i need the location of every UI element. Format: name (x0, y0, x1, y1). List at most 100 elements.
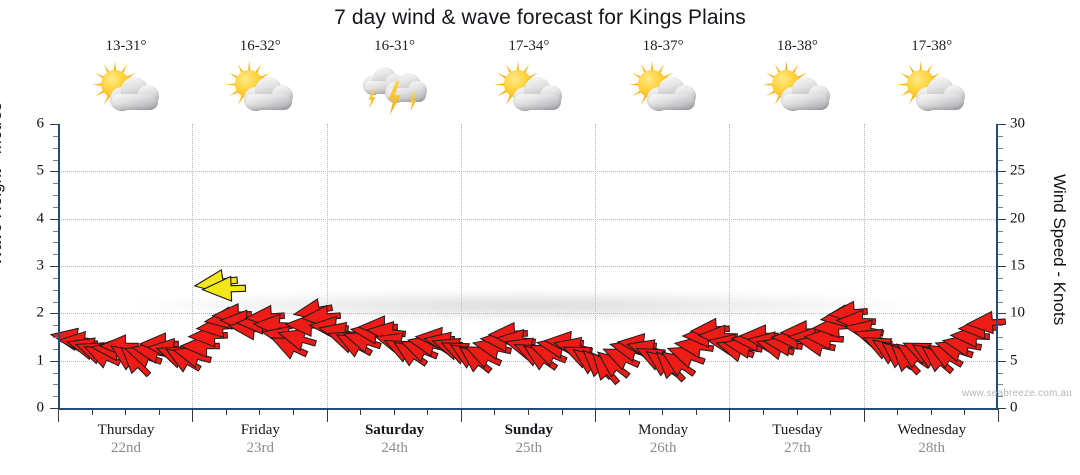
partly-cloudy-icon (493, 59, 565, 117)
lightning-bolt-icon (409, 92, 417, 111)
day-footer-saturday: Saturday 24th (327, 422, 463, 457)
vertical-gridline (326, 124, 328, 408)
lightning-bolt-icon (368, 89, 376, 108)
right-axis-tick-label: 0 (1010, 399, 1018, 416)
axis-tick (53, 195, 58, 196)
temperature-range: 17-38° (911, 38, 953, 54)
right-axis-title: Wind Speed - Knots (1050, 174, 1069, 326)
axis-tick (998, 124, 1006, 125)
left-axis-line (58, 124, 60, 410)
axis-tick (998, 348, 1003, 350)
axis-tick (50, 124, 58, 125)
axis-tick (628, 408, 630, 415)
axis-tick (53, 159, 58, 161)
vertical-gridline (460, 124, 462, 408)
day-header-friday: 16-32° (192, 38, 328, 121)
axis-tick (998, 183, 1003, 185)
horizontal-gridline (58, 313, 998, 315)
axis-tick (50, 408, 58, 409)
day-name: Friday (240, 422, 280, 438)
temperature-range: 16-32° (239, 38, 281, 54)
partly-cloudy-icon (896, 59, 968, 117)
left-axis-title: Wave Height - Metres (0, 102, 5, 266)
vertical-gridline (863, 124, 865, 408)
axis-tick (998, 230, 1003, 232)
right-axis-tick-label: 30 (1010, 115, 1025, 132)
axis-tick (998, 195, 1003, 196)
axis-tick (964, 408, 966, 415)
axis-tick (528, 408, 529, 415)
axis-tick (460, 408, 462, 422)
wind-arrow (803, 324, 845, 353)
axis-tick (998, 266, 1006, 267)
right-axis-tick-label: 25 (1010, 162, 1025, 179)
day-date: 24th (381, 440, 408, 456)
axis-tick (393, 408, 395, 415)
left-axis-tick-label: 6 (36, 115, 45, 132)
right-axis-tick-label: 20 (1010, 210, 1025, 227)
axis-tick (998, 408, 1006, 409)
left-axis-tick-label: 4 (36, 210, 45, 227)
right-axis-tick-label: 5 (1010, 352, 1018, 369)
axis-tick (830, 408, 832, 415)
day-date: 27th (784, 440, 811, 456)
wind-arrow (274, 320, 320, 356)
vertical-gridline (192, 124, 194, 408)
left-axis-tick-label: 2 (36, 304, 45, 321)
partly-cloudy-icon (627, 59, 699, 117)
day-date: 26th (649, 440, 677, 456)
weather-icon (729, 59, 865, 121)
axis-tick (53, 254, 58, 256)
cloud-shape (242, 77, 294, 111)
axis-tick (326, 408, 328, 422)
temperature-range: 18-37° (642, 38, 684, 54)
horizontal-gridline (58, 218, 998, 220)
day-header-saturday: 16-31° (327, 38, 463, 121)
axis-tick (53, 384, 58, 386)
axis-tick (796, 408, 798, 415)
wind-arrow (965, 309, 1007, 338)
axis-tick (53, 183, 58, 185)
thunderstorm-icon (359, 59, 431, 117)
day-name: Thursday (97, 422, 155, 438)
axis-tick (53, 206, 58, 208)
right-axis-line (996, 124, 998, 410)
axis-tick (293, 408, 294, 415)
day-date: 22nd (111, 440, 141, 456)
horizontal-gridline (58, 266, 998, 267)
axis-tick (930, 408, 932, 415)
day-footer-tuesday: Tuesday 27th (729, 422, 865, 457)
axis-tick (998, 242, 1003, 244)
day-footer-wednesday: Wednesday 28th (864, 422, 1000, 457)
wind-arrow (663, 336, 710, 374)
axis-tick (998, 372, 1003, 374)
axis-tick (50, 360, 58, 362)
day-name: Sunday (504, 422, 554, 438)
axis-tick (158, 408, 160, 415)
temperature-range: 18-38° (776, 38, 818, 54)
partly-cloudy-icon (761, 59, 833, 117)
axis-tick (494, 408, 496, 415)
day-date: 23rd (246, 440, 275, 456)
axis-tick (998, 337, 1003, 338)
axis-tick (125, 408, 127, 415)
axis-tick (50, 313, 58, 315)
axis-tick (998, 254, 1003, 256)
axis-tick (53, 242, 58, 244)
axis-tick (50, 218, 58, 220)
page-title: 7 day wind & wave forecast for Kings Pla… (334, 6, 746, 29)
axis-tick (53, 372, 58, 374)
axis-tick (763, 408, 764, 415)
axis-tick (50, 171, 58, 173)
day-name: Monday (638, 422, 689, 438)
axis-tick (863, 408, 865, 422)
day-date: 25th (515, 440, 543, 456)
axis-tick (53, 396, 58, 398)
gust-arrow (201, 274, 247, 304)
axis-tick (50, 266, 58, 267)
axis-tick (259, 408, 261, 415)
wind-arrow (187, 322, 228, 349)
day-header-wednesday: 17-38° (864, 38, 1000, 121)
axis-tick (53, 337, 58, 338)
